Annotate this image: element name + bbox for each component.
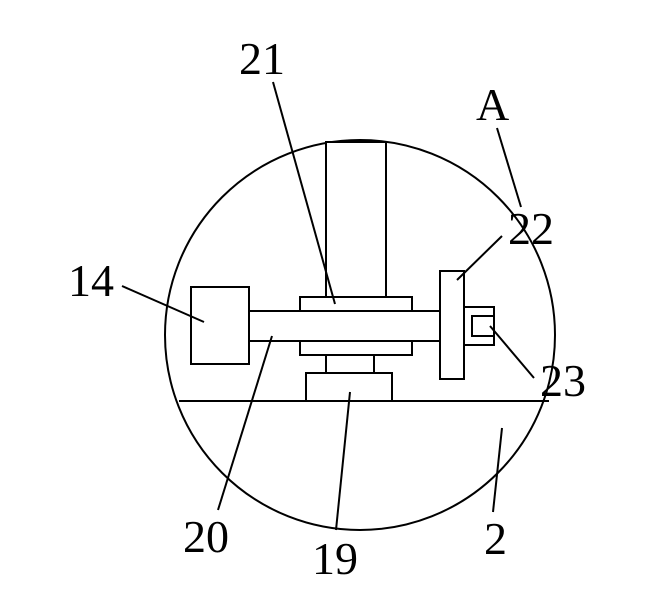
leader-A xyxy=(497,128,521,207)
label-l20: 20 xyxy=(183,511,229,562)
support-upper xyxy=(326,355,374,373)
label-l22: 22 xyxy=(508,203,554,254)
coupler-bottom xyxy=(300,341,412,355)
leader-l23 xyxy=(490,326,534,378)
label-l21: 21 xyxy=(239,33,285,84)
coupler-top xyxy=(300,297,412,311)
leader-l22 xyxy=(457,236,502,280)
label-l23: 23 xyxy=(540,355,586,406)
diagram-svg: A 21 22 14 23 20 19 2 xyxy=(0,0,672,608)
label-A: A xyxy=(476,79,509,130)
vertical-bar xyxy=(326,142,386,297)
label-l14: 14 xyxy=(68,255,114,306)
disc xyxy=(440,271,464,379)
leader-l19 xyxy=(336,392,350,530)
shaft xyxy=(249,311,464,341)
label-l19: 19 xyxy=(312,533,358,584)
label-l2: 2 xyxy=(484,513,507,564)
motor-block xyxy=(191,287,249,364)
